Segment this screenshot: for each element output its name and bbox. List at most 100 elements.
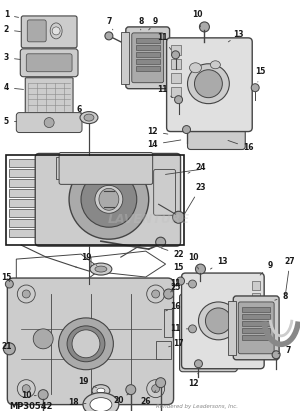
Ellipse shape [190, 315, 226, 351]
Circle shape [164, 289, 174, 299]
Circle shape [105, 32, 113, 40]
Bar [6, 155, 184, 245]
Circle shape [172, 211, 184, 223]
Bar [136, 59, 160, 64]
Text: MP30542: MP30542 [9, 402, 53, 411]
Text: 1: 1 [4, 10, 19, 19]
Text: 15: 15 [1, 273, 11, 282]
Text: 17: 17 [169, 339, 184, 348]
Bar [9, 179, 37, 187]
Circle shape [38, 390, 48, 400]
Circle shape [200, 22, 209, 32]
FancyBboxPatch shape [7, 278, 174, 405]
Circle shape [156, 237, 166, 247]
Circle shape [182, 126, 190, 133]
FancyBboxPatch shape [180, 294, 237, 372]
Text: 2: 2 [4, 26, 20, 34]
Circle shape [52, 27, 60, 35]
FancyBboxPatch shape [35, 153, 181, 246]
Text: 6: 6 [76, 105, 82, 114]
Bar [121, 32, 129, 84]
Bar [242, 307, 270, 312]
Bar [136, 45, 160, 50]
Text: 7: 7 [106, 17, 113, 30]
Text: 13: 13 [228, 30, 244, 42]
Ellipse shape [197, 92, 235, 129]
Bar [252, 329, 260, 338]
Text: 14: 14 [147, 140, 181, 149]
FancyBboxPatch shape [238, 302, 274, 354]
Text: 7: 7 [278, 346, 291, 355]
Circle shape [17, 285, 35, 303]
Text: 26: 26 [140, 391, 156, 406]
Text: 12: 12 [147, 127, 168, 136]
Ellipse shape [64, 164, 74, 171]
Bar [56, 157, 151, 179]
Bar [171, 59, 181, 69]
Bar [171, 87, 181, 97]
Text: 8: 8 [138, 17, 143, 30]
Text: 11: 11 [170, 324, 188, 333]
Ellipse shape [80, 112, 98, 124]
Bar [136, 52, 160, 57]
Bar [9, 219, 37, 227]
Circle shape [5, 280, 13, 288]
Bar [252, 305, 260, 314]
Bar [9, 209, 37, 217]
Circle shape [72, 330, 100, 358]
Text: 22: 22 [161, 248, 184, 259]
FancyBboxPatch shape [154, 169, 175, 215]
Circle shape [69, 159, 149, 239]
Bar [156, 341, 171, 359]
Circle shape [147, 380, 165, 398]
Bar [9, 190, 37, 197]
Circle shape [272, 351, 280, 359]
Text: 4: 4 [4, 83, 23, 92]
Text: 16: 16 [166, 302, 181, 311]
Bar [9, 229, 37, 237]
Circle shape [33, 329, 53, 349]
FancyBboxPatch shape [21, 16, 77, 48]
FancyBboxPatch shape [126, 27, 169, 89]
FancyBboxPatch shape [167, 38, 252, 131]
FancyBboxPatch shape [233, 296, 279, 360]
FancyBboxPatch shape [59, 152, 153, 184]
FancyBboxPatch shape [20, 49, 78, 77]
FancyBboxPatch shape [16, 112, 82, 133]
Bar [171, 45, 181, 55]
Circle shape [251, 84, 259, 92]
Circle shape [152, 385, 160, 393]
Text: 10: 10 [192, 10, 203, 27]
Ellipse shape [84, 164, 94, 171]
Bar [228, 301, 236, 355]
Circle shape [147, 285, 165, 303]
Text: 9: 9 [149, 17, 158, 30]
Text: LAVENTURE: LAVENTURE [108, 213, 190, 226]
Bar [9, 159, 37, 167]
Ellipse shape [210, 61, 220, 69]
Text: 25: 25 [170, 283, 181, 292]
Text: 10: 10 [188, 253, 199, 269]
Text: 19: 19 [78, 377, 96, 388]
Text: 5: 5 [4, 117, 16, 126]
Circle shape [188, 280, 196, 288]
Text: 9: 9 [260, 260, 273, 275]
Circle shape [156, 378, 166, 388]
Circle shape [22, 385, 30, 393]
Text: 10: 10 [21, 391, 36, 400]
Ellipse shape [97, 388, 105, 393]
FancyBboxPatch shape [25, 78, 73, 114]
Ellipse shape [67, 326, 105, 362]
Ellipse shape [206, 308, 231, 334]
Text: 11: 11 [158, 33, 171, 49]
Text: 11: 11 [158, 85, 172, 98]
Circle shape [44, 117, 54, 128]
Bar [242, 335, 270, 340]
Text: 21: 21 [1, 342, 12, 351]
Bar [252, 293, 260, 302]
Bar [136, 66, 160, 71]
Circle shape [152, 290, 160, 298]
Circle shape [3, 343, 15, 355]
Ellipse shape [95, 266, 107, 272]
FancyBboxPatch shape [132, 33, 164, 83]
